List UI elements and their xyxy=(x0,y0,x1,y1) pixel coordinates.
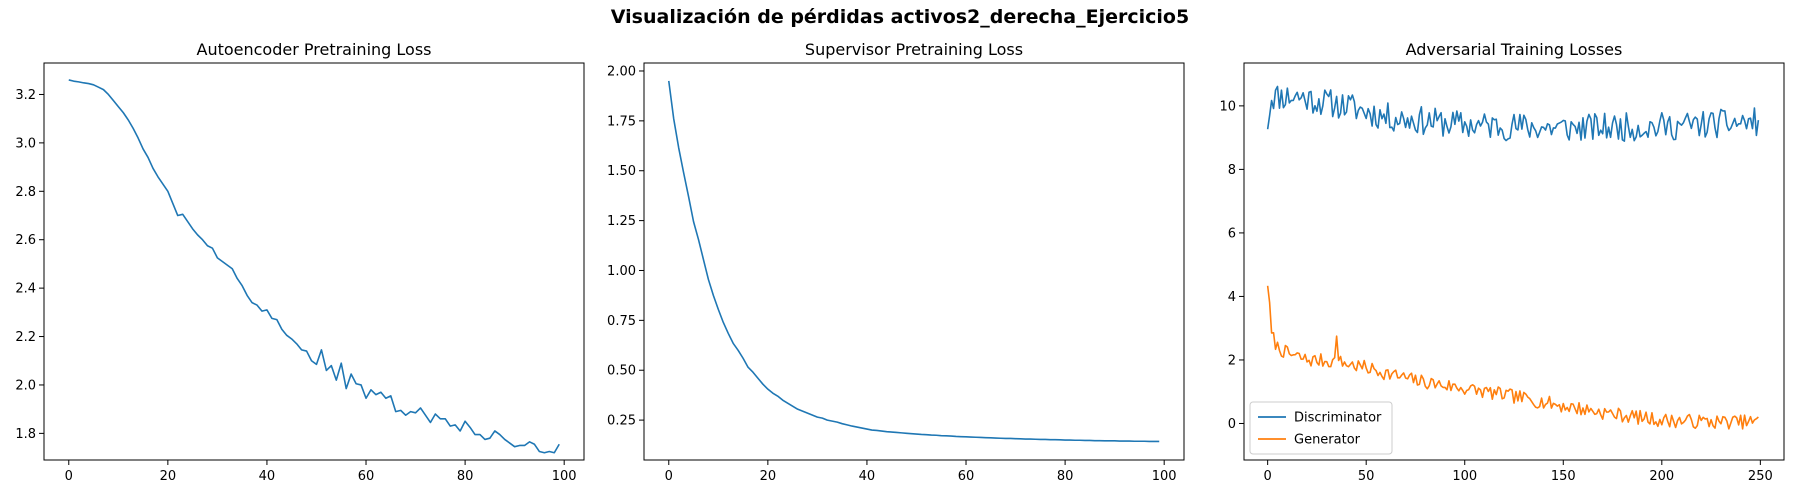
y-tick-label: 0 xyxy=(1228,417,1236,432)
x-tick-label: 0 xyxy=(1264,469,1272,484)
series-line-1 xyxy=(68,79,560,454)
y-tick-label: 2 xyxy=(1228,353,1236,368)
figure-title: Visualización de pérdidas activos2_derec… xyxy=(610,6,1190,28)
series-line-1 xyxy=(667,80,1160,443)
x-tick-label: 0 xyxy=(665,469,673,484)
y-tick-label: 8 xyxy=(1228,163,1236,178)
x-tick-label: 20 xyxy=(160,469,177,484)
y-tick-label: 2.00 xyxy=(607,64,636,79)
subplot-title: Adversarial Training Losses xyxy=(1406,40,1623,59)
y-tick-label: 6 xyxy=(1228,226,1236,241)
y-tick-label: 10 xyxy=(1219,99,1236,114)
x-tick-label: 50 xyxy=(1358,469,1375,484)
x-tick-label: 250 xyxy=(1748,469,1773,484)
legend-label-generator: Generator xyxy=(1294,433,1361,448)
legend-label-discriminator: Discriminator xyxy=(1294,411,1382,426)
subplot-title: Autoencoder Pretraining Loss xyxy=(197,40,432,59)
y-tick-label: 2.2 xyxy=(15,330,36,345)
y-tick-label: 2.0 xyxy=(15,378,36,393)
y-tick-label: 0.25 xyxy=(607,414,636,429)
x-tick-label: 100 xyxy=(1452,469,1477,484)
x-tick-label: 100 xyxy=(1152,469,1177,484)
y-tick-label: 0.75 xyxy=(607,314,636,329)
y-tick-label: 0.50 xyxy=(607,364,636,379)
legend-box xyxy=(1249,401,1393,455)
x-tick-label: 20 xyxy=(760,469,777,484)
subplot-1: Autoencoder Pretraining Loss 0 20 40 60 80 100… xyxy=(15,40,585,484)
series-line-discriminator xyxy=(1266,85,1760,142)
y-tick-label: 1.8 xyxy=(15,427,36,442)
x-tick-label: 80 xyxy=(457,469,474,484)
series-line-generator xyxy=(1266,285,1759,430)
x-tick-label: 40 xyxy=(259,469,276,484)
x-tick-label: 60 xyxy=(358,469,375,484)
y-tick-label: 4 xyxy=(1228,290,1236,305)
axes-frame xyxy=(43,62,585,461)
subplot-title: Supervisor Pretraining Loss xyxy=(805,40,1023,59)
x-tick-label: 80 xyxy=(1057,469,1074,484)
y-tick-label: 3.0 xyxy=(15,136,36,151)
y-tick-label: 2.8 xyxy=(15,185,36,200)
x-tick-label: 60 xyxy=(958,469,975,484)
axes-frame xyxy=(1243,62,1785,461)
axes-frame xyxy=(643,62,1185,461)
legend: Discriminator Generator xyxy=(1249,401,1393,455)
x-tick-label: 0 xyxy=(65,469,73,484)
x-tick-label: 100 xyxy=(552,469,577,484)
y-tick-label: 1.75 xyxy=(607,114,636,129)
y-tick-label: 1.50 xyxy=(607,164,636,179)
y-tick-label: 2.6 xyxy=(15,233,36,248)
x-tick-label: 200 xyxy=(1649,469,1674,484)
subplot-2: Supervisor Pretraining Loss 0 20 40 60 80 100 0… xyxy=(607,40,1185,484)
x-tick-label: 150 xyxy=(1551,469,1576,484)
x-tick-label: 40 xyxy=(859,469,876,484)
y-tick-label: 1.25 xyxy=(607,214,636,229)
y-tick-label: 2.4 xyxy=(15,282,36,297)
y-tick-label: 1.00 xyxy=(607,264,636,279)
y-tick-label: 3.2 xyxy=(15,88,36,103)
